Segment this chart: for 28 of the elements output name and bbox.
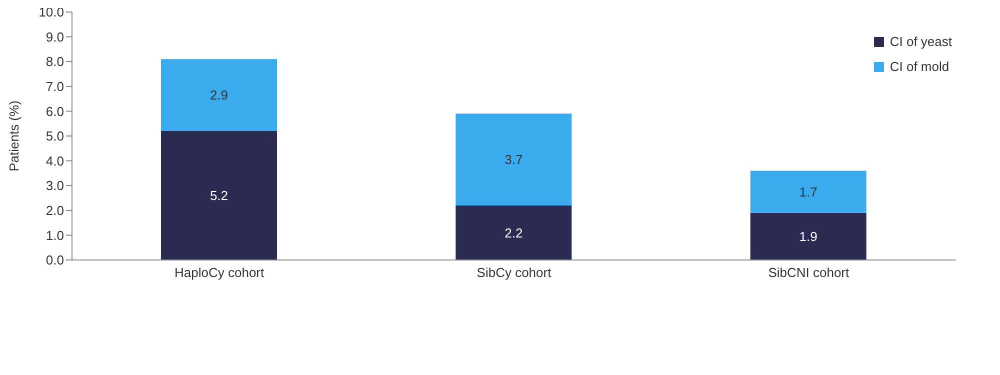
y-tick-label: 8.0 bbox=[46, 54, 64, 70]
y-tick-label: 2.0 bbox=[46, 203, 64, 218]
y-tick-label: 1.0 bbox=[46, 228, 64, 243]
y-tick-label: 5.0 bbox=[46, 128, 64, 144]
bar bbox=[750, 212, 866, 260]
x-tick-label: SibCy cohort bbox=[476, 265, 552, 280]
data-label: 1.9 bbox=[799, 229, 818, 244]
x-tick-label: SibCNI cohort bbox=[768, 265, 850, 280]
y-axis-title: Patients (%) bbox=[6, 100, 22, 172]
bar bbox=[456, 114, 572, 206]
data-label: 2.9 bbox=[210, 88, 228, 103]
y-tick-label: 6.0 bbox=[46, 104, 64, 119]
data-label: 5.2 bbox=[210, 188, 228, 204]
legend-label: CI of yeast bbox=[890, 34, 952, 49]
y-tick-label: 3.0 bbox=[46, 178, 64, 194]
data-label: 3.7 bbox=[504, 152, 523, 168]
bar bbox=[750, 170, 866, 213]
bar bbox=[456, 205, 572, 260]
y-tick-label: 9.0 bbox=[46, 29, 64, 44]
data-label: 1.7 bbox=[799, 184, 818, 200]
x-tick-label: HaploCy cohort bbox=[174, 265, 265, 280]
data-label: 2.2 bbox=[504, 225, 523, 240]
y-tick-label: 7.0 bbox=[46, 79, 64, 94]
bar bbox=[161, 59, 277, 132]
bar bbox=[161, 131, 277, 260]
y-tick-label: 0.0 bbox=[46, 252, 64, 268]
legend-label: CI of mold bbox=[890, 59, 950, 74]
y-tick-label: 4.0 bbox=[46, 153, 64, 168]
